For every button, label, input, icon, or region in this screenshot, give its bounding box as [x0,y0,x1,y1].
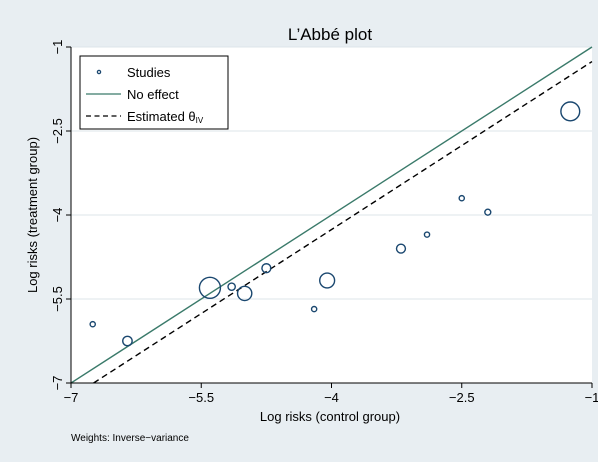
grid-lines [71,46,592,300]
y-axis-label: Log risks (treatment group) [25,137,40,293]
legend-estimated-subscript: IV [196,116,204,125]
study-point [261,263,272,274]
study-point [319,272,336,289]
study-point [560,101,581,122]
x-axis-ticks: −7 −5.5 −4 −2.5 −1 [64,383,598,405]
study-point [122,335,133,347]
x-axis-label: Log risks (control group) [260,409,400,424]
estimated-effect-line [93,60,593,384]
weights-note: Weights: Inverse−variance [71,433,189,444]
legend: Studies No effect Estimated θIV [79,55,229,130]
study-point [89,320,96,328]
y-tick-label: −4 [50,208,65,223]
y-tick-label: −2.5 [50,118,65,144]
legend-box [79,55,229,130]
study-point [310,305,318,313]
legend-studies-marker [96,69,102,75]
study-point [423,231,431,238]
x-tick-label: −5.5 [188,390,214,405]
y-tick-label: −1 [50,40,65,55]
x-tick-label: −2.5 [449,390,475,405]
study-point [484,208,492,216]
legend-estimated-text: Estimated θ [127,109,196,124]
study-markers [89,101,581,347]
chart-title: L’Abbé plot [288,25,372,44]
y-tick-label: −5.5 [50,286,65,312]
y-axis-ticks: −7 −5.5 −4 −2.5 −1 [50,40,71,391]
study-point [395,243,407,254]
reference-lines [70,46,593,384]
y-tick-label: −7 [50,376,65,391]
legend-studies-label: Studies [127,65,171,80]
x-tick-label: −1 [585,390,598,405]
study-point [236,285,253,302]
study-point [227,282,236,292]
legend-no-effect-label: No effect [127,87,179,102]
study-point [458,194,466,202]
no-effect-line [70,46,593,384]
legend-estimated-label: Estimated θIV [127,109,204,125]
x-tick-label: −7 [64,390,79,405]
study-point [198,276,222,300]
x-tick-label: −4 [324,390,339,405]
